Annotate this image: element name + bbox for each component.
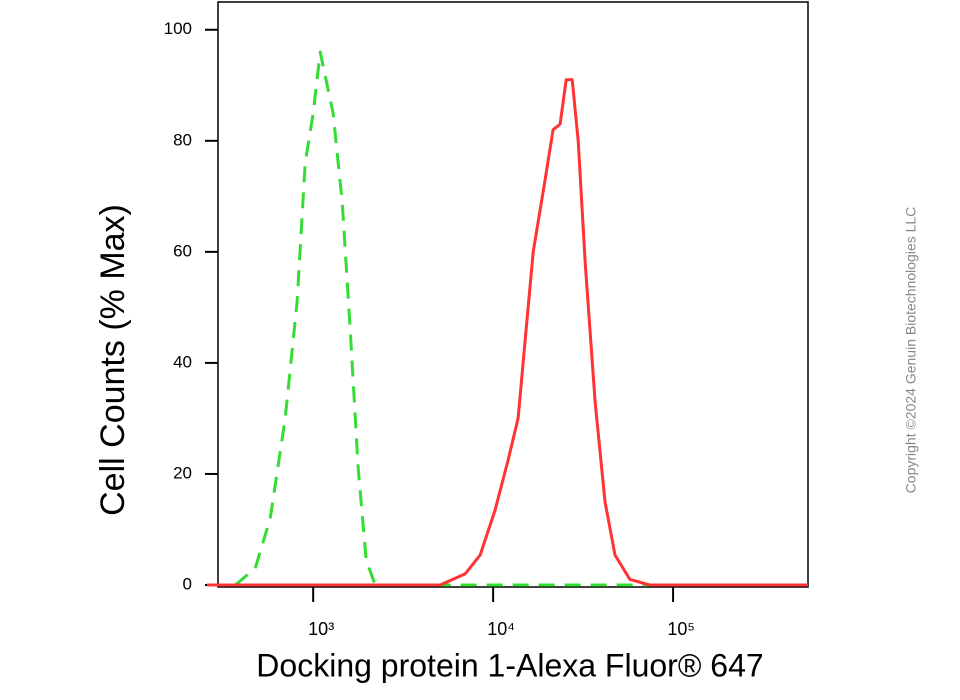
x-tick-label: 10³ bbox=[308, 619, 334, 639]
copyright: Copyright ©2024 Genuin Biotechnologies L… bbox=[903, 207, 919, 494]
x-tick-label: 10⁵ bbox=[667, 619, 694, 639]
series-line bbox=[209, 50, 808, 587]
plot-frame bbox=[217, 1, 809, 588]
x-axis-label: Docking protein 1-Alexa Fluor® 647 bbox=[256, 647, 763, 683]
y-tick-label: 80 bbox=[173, 130, 192, 149]
y-tick-label: 100 bbox=[164, 19, 192, 38]
y-tick-label: 40 bbox=[173, 352, 192, 371]
series-line bbox=[207, 78, 808, 587]
x-tick-label: 10⁴ bbox=[487, 619, 515, 639]
y-axis-label: Cell Counts (% Max) bbox=[94, 204, 132, 516]
y-tick-label: 0 bbox=[183, 574, 192, 593]
y-tick-label: 20 bbox=[173, 463, 192, 482]
y-tick-label: 60 bbox=[173, 241, 192, 260]
